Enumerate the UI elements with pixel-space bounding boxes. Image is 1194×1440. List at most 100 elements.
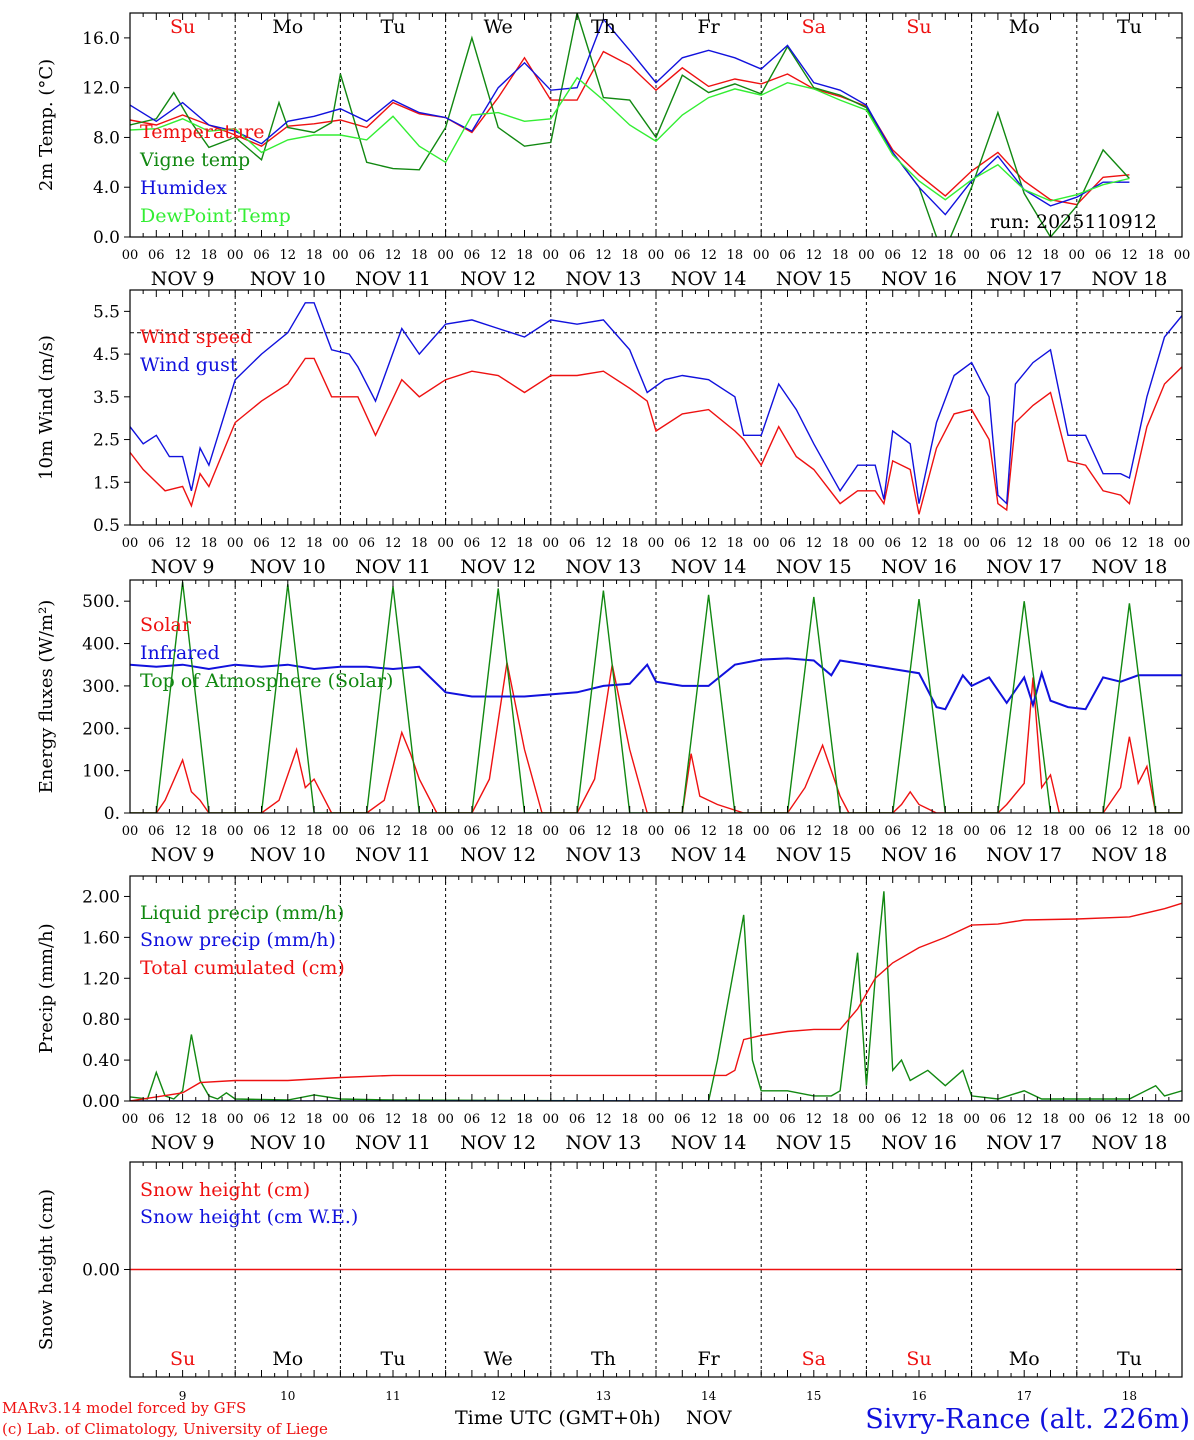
date-label: NOV 15 [776,556,852,578]
hour-label: 06 [884,248,901,263]
hour-label: 00 [858,248,875,263]
day-name-bottom: Tu [1117,1348,1142,1370]
hour-label: 18 [621,536,638,551]
day-name-top: Tu [1117,16,1142,38]
hour-label: 18 [937,1112,954,1127]
hour-label: 18 [516,1112,533,1127]
hour-label: 00 [858,824,875,839]
hour-label: 18 [621,248,638,263]
hour-label: 18 [306,536,323,551]
day-name-top: Su [906,16,931,38]
hour-label: 18 [411,536,428,551]
precip-series-total-cumulated-cm [130,902,1182,1101]
legend-temp-3: DewPoint Temp [140,205,291,227]
date-label: NOV 11 [355,268,431,290]
hour-label: 00 [753,1112,770,1127]
legend-snow-1: Snow height (cm W.E.) [140,1206,358,1228]
labels-layer: Temperature Vigne temp Humidex DewPoint Tem… [36,16,1190,1403]
date-label: NOV 10 [250,844,326,866]
hour-label: 00 [227,536,244,551]
day-name-bottom: Mo [1009,1348,1040,1370]
y-tick-label: 0.00 [82,1261,120,1281]
day-name-bottom: Th [591,1348,616,1370]
day-name-top: We [484,16,513,38]
hour-label: 00 [1174,1112,1191,1127]
hour-label: 06 [148,824,165,839]
legend-snow-0: Snow height (cm) [140,1179,310,1201]
hour-label: 12 [1016,1112,1033,1127]
energy-series-infrared [130,657,1182,711]
date-label: NOV 12 [460,268,536,290]
y-axis-label: Snow height (cm) [36,1189,57,1350]
day-name-top: Fr [697,16,720,38]
hour-label: 00 [543,824,560,839]
y-tick-label: 500. [82,592,120,612]
hour-label: 06 [1095,536,1112,551]
hour-label: 00 [1069,1112,1086,1127]
date-label: NOV 15 [776,1132,852,1154]
hour-label: 00 [648,1112,665,1127]
date-label: NOV 17 [986,556,1062,578]
hour-label: 12 [280,248,297,263]
date-label: NOV 10 [250,1132,326,1154]
hour-label: 00 [122,248,139,263]
station-name: Sivry-Rance (alt. 226m) [865,1404,1190,1435]
legend-temp-2: Humidex [140,177,227,199]
y-axis-label: Energy fluxes (W/m²) [36,600,57,794]
wind-series-wind-speed [130,357,1182,515]
hour-label: 06 [148,536,165,551]
hour-label: 00 [963,536,980,551]
hour-label: 00 [332,824,349,839]
date-label: NOV 13 [565,1132,641,1154]
hour-label: 18 [1147,824,1164,839]
hour-label: 18 [306,248,323,263]
day-name-top: Th [591,16,616,38]
date-label: NOV 12 [460,844,536,866]
hour-label: 12 [1016,824,1033,839]
hour-label: 12 [1121,248,1138,263]
date-label: NOV 9 [151,268,215,290]
hour-label: 00 [437,248,454,263]
day-number: 13 [596,1389,611,1403]
y-tick-label: 12.0 [82,79,120,99]
y-axis-label: Precip (mm/h) [36,923,57,1053]
x-axis-title: Time UTC (GMT+0h) [455,1407,661,1429]
hour-label: 12 [490,248,507,263]
hour-label: 12 [1121,536,1138,551]
day-number: 11 [385,1389,400,1403]
legend-temp-1: Vigne temp [139,149,250,171]
hour-label: 00 [122,1112,139,1127]
hour-label: 18 [621,824,638,839]
y-tick-label: 2.5 [93,431,120,451]
hour-label: 12 [174,248,191,263]
axes-layer [124,12,1183,1378]
hour-label: 00 [1069,248,1086,263]
hour-label: 06 [464,824,481,839]
hour-label: 12 [385,248,402,263]
hour-label: 12 [595,1112,612,1127]
legend-energy-1: Infrared [140,642,220,664]
hour-label: 12 [911,536,928,551]
hour-label: 06 [464,1112,481,1127]
hour-label: 00 [122,536,139,551]
hour-label: 06 [148,248,165,263]
hour-label: 12 [490,824,507,839]
hour-label: 12 [280,1112,297,1127]
hour-label: 06 [779,1112,796,1127]
date-label: NOV 14 [671,268,747,290]
legend-wind-0: Wind speed [140,326,252,348]
hour-label: 00 [753,824,770,839]
y-tick-label: 1.20 [82,969,120,989]
hour-label: 06 [990,1112,1007,1127]
date-label: NOV 17 [986,844,1062,866]
date-label: NOV 15 [776,268,852,290]
hour-label: 12 [174,536,191,551]
hour-label: 00 [1069,824,1086,839]
day-name-top: Mo [272,16,303,38]
day-number: 18 [1122,1389,1137,1403]
day-number: 12 [491,1389,506,1403]
hour-label: 00 [648,824,665,839]
hour-label: 06 [779,536,796,551]
hour-label: 12 [1016,248,1033,263]
hour-label: 00 [1174,536,1191,551]
